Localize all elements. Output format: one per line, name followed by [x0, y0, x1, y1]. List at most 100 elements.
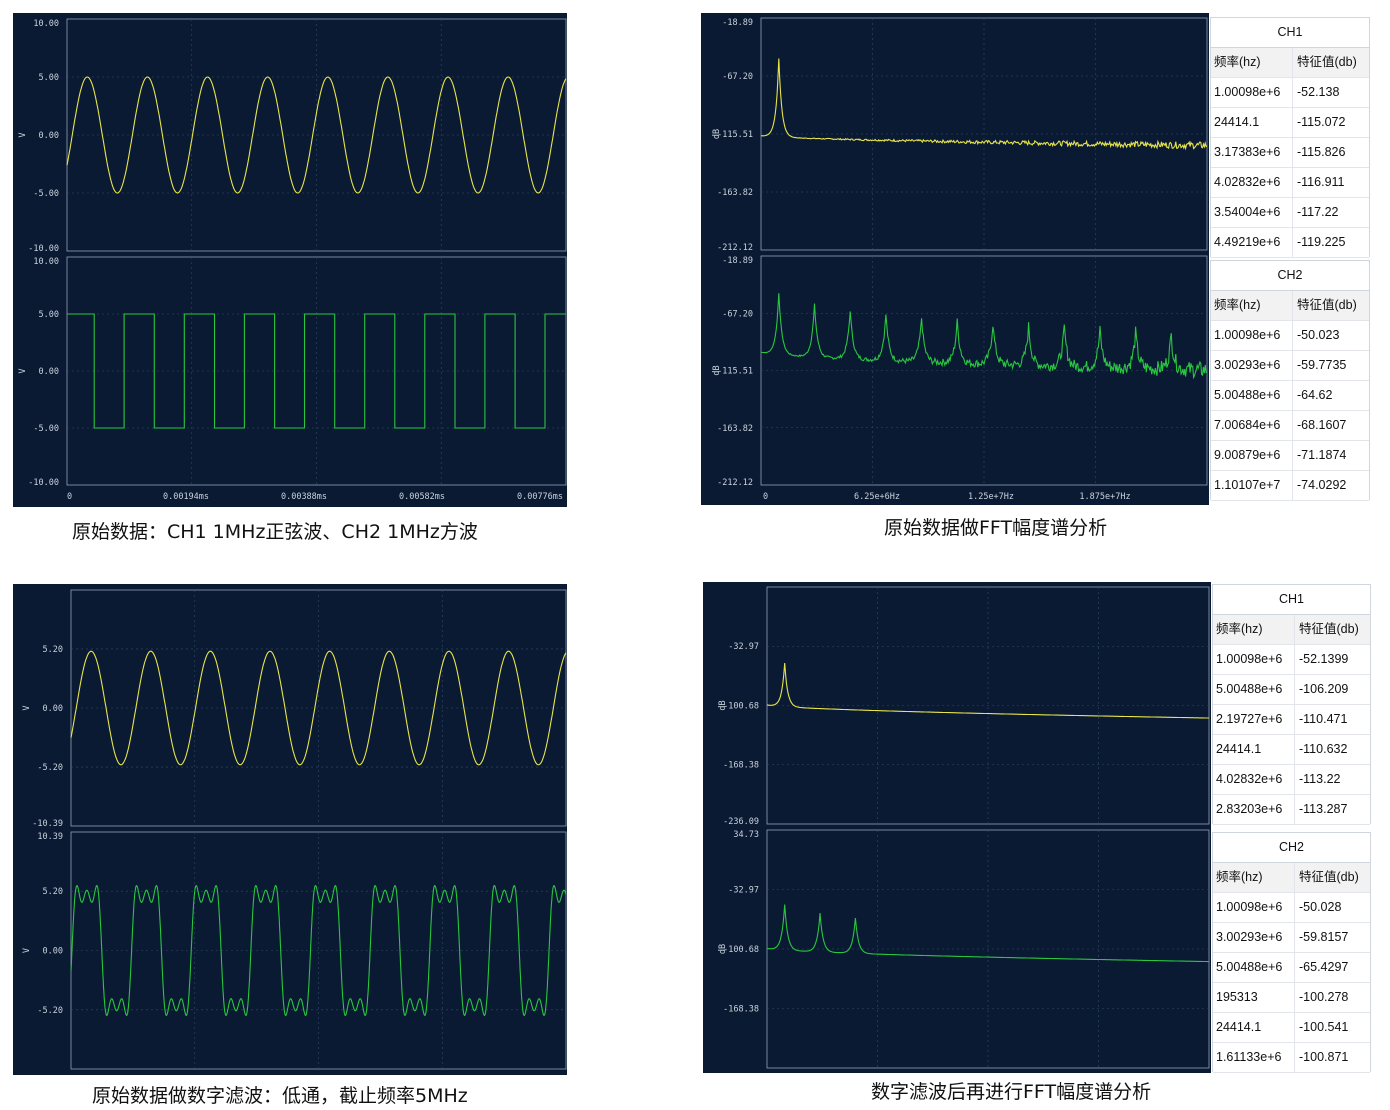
value-cell: -110.632 [1299, 742, 1348, 756]
table-row: 3.00293e+6 -59.7735 [1211, 351, 1369, 381]
table-row: 3.00293e+6 -59.8157 [1213, 923, 1370, 953]
table-row: 1.61133e+6 -100.871 [1213, 1043, 1370, 1073]
freq-cell: 1.00098e+6 [1211, 321, 1293, 350]
col-freq-header: 频率(hz) [1211, 291, 1293, 320]
y-tick-label: -163.82 [717, 424, 753, 434]
y-axis-label: dB [718, 700, 728, 710]
col-freq-header: 频率(hz) [1211, 48, 1293, 77]
table-row: 9.00879e+6 -71.1874 [1211, 441, 1369, 471]
y-tick-label: -32.97 [728, 885, 759, 895]
freq-cell: 4.02832e+6 [1211, 168, 1293, 197]
freq-cell: 1.61133e+6 [1213, 1043, 1295, 1072]
freq-cell: 2.83203e+6 [1213, 795, 1295, 824]
time-filtered-plot: 5.20 0.00 -5.20 -10.39 V 10.39 5.20 0.00 -5.20 V [13, 584, 567, 1075]
y-tick-label: 5.00 [39, 73, 59, 83]
y-tick-label: 5.20 [43, 887, 63, 897]
table-header: 频率(hz) 特征值(db) [1211, 48, 1369, 78]
y-tick-label: 0.00 [43, 704, 63, 714]
fft-raw-svg: -18.89 -67.20 -115.51 -163.82 -212.12 dB -18.8… [712, 17, 1208, 502]
x-tick-label: 0.00582ms [399, 492, 445, 502]
value-cell: -115.826 [1297, 145, 1346, 159]
freq-cell: 195313 [1213, 983, 1295, 1012]
x-tick-label: 1.25e+7Hz [968, 492, 1014, 502]
x-tick-label: 0.00194ms [163, 492, 209, 502]
y-tick-label: -168.38 [723, 1004, 759, 1014]
y-tick-label: -10.00 [28, 478, 59, 488]
peak-table-filtered-ch1: CH1 频率(hz) 特征值(db) 1.00098e+6 -52.1399 5.0… [1212, 584, 1371, 825]
x-tick-label: 6.25e+6Hz [854, 492, 900, 502]
value-cell: -64.62 [1297, 388, 1333, 402]
table-row: 1.00098e+6 -52.138 [1211, 78, 1369, 108]
ch1-series-line [760, 58, 1208, 151]
value-cell: -52.1399 [1299, 652, 1349, 666]
freq-cell: 5.00488e+6 [1213, 675, 1295, 704]
y-tick-label: -236.09 [723, 817, 759, 827]
freq-cell: 3.17383e+6 [1211, 138, 1293, 167]
time-raw-svg: 10.00 5.00 0.00 -5.00 -10.00 V 10.00 5.00 0.00 -5… [18, 18, 567, 502]
value-cell: -117.22 [1297, 205, 1339, 219]
value-cell: -115.072 [1297, 115, 1346, 129]
table-row: 3.54004e+6 -117.22 [1211, 198, 1369, 228]
table-title: CH2 [1213, 833, 1370, 863]
value-cell: -52.138 [1297, 85, 1340, 99]
y-axis-label: dB [718, 944, 728, 954]
x-tick-label: 0.00388ms [281, 492, 327, 502]
fft-filtered-plot: -32.97 -100.68 -168.38 -236.09 dB 34.73 -32.97… [703, 582, 1211, 1073]
table-title: CH2 [1211, 261, 1369, 291]
value-cell: -68.1607 [1297, 418, 1347, 432]
col-value-header: 特征值(db) [1299, 870, 1359, 884]
y-tick-label: -100.68 [723, 945, 759, 955]
freq-cell: 2.19727e+6 [1213, 705, 1295, 734]
y-tick-label: -32.97 [728, 642, 759, 652]
col-freq-header: 频率(hz) [1213, 863, 1295, 892]
value-cell: -65.4297 [1299, 960, 1349, 974]
y-tick-label: -212.12 [717, 243, 753, 253]
time-filtered-svg: 5.20 0.00 -5.20 -10.39 V 10.39 5.20 0.00 -5.20 V [22, 589, 567, 1070]
table-row: 24414.1 -100.541 [1213, 1013, 1370, 1043]
table-row: 1.00098e+6 -50.028 [1213, 893, 1370, 923]
freq-cell: 24414.1 [1211, 108, 1293, 137]
col-value-header: 特征值(db) [1299, 622, 1359, 636]
value-cell: -71.1874 [1297, 448, 1347, 462]
y-tick-label: 5.20 [43, 645, 63, 655]
y-tick-label: 0.00 [39, 131, 59, 141]
table-row: 1.00098e+6 -52.1399 [1213, 645, 1370, 675]
y-axis-label: V [22, 948, 32, 953]
caption-fft-raw: 原始数据做FFT幅度谱分析 [884, 517, 1108, 539]
x-tick-label: 0.00776ms [517, 492, 563, 502]
freq-cell: 3.00293e+6 [1213, 923, 1295, 952]
fft-raw-plot: -18.89 -67.20 -115.51 -163.82 -212.12 dB -18.8… [701, 13, 1209, 505]
time-raw-plot: 10.00 5.00 0.00 -5.00 -10.00 V 10.00 5.00 0.00 -5… [13, 13, 567, 507]
y-tick-label: -67.20 [722, 309, 753, 319]
value-cell: -106.209 [1299, 682, 1349, 696]
freq-cell: 24414.1 [1213, 735, 1295, 764]
y-tick-label: -5.20 [37, 763, 63, 773]
x-tick-label: 1.875e+7Hz [1079, 492, 1130, 502]
table-row: 3.17383e+6 -115.826 [1211, 138, 1369, 168]
table-row: 4.02832e+6 -116.911 [1211, 168, 1369, 198]
y-tick-label: -100.68 [723, 702, 759, 712]
y-tick-label: -18.89 [722, 256, 753, 266]
y-tick-label: -18.89 [722, 18, 753, 28]
freq-cell: 7.00684e+6 [1211, 411, 1293, 440]
caption-time-filtered: 原始数据做数字滤波：低通，截止频率5MHz [92, 1085, 468, 1107]
value-cell: -59.7735 [1297, 358, 1347, 372]
table-row: 5.00488e+6 -106.209 [1213, 675, 1370, 705]
freq-cell: 3.54004e+6 [1211, 198, 1293, 227]
value-cell: -116.911 [1297, 175, 1345, 189]
value-cell: -113.287 [1299, 802, 1348, 816]
value-cell: -74.0292 [1297, 478, 1347, 492]
freq-cell: 5.00488e+6 [1211, 381, 1293, 410]
table-header: 频率(hz) 特征值(db) [1211, 291, 1369, 321]
freq-cell: 1.00098e+6 [1211, 78, 1293, 107]
y-tick-label: -5.00 [33, 189, 59, 199]
x-tick-label: 0 [67, 492, 72, 502]
freq-cell: 1.10107e+7 [1211, 471, 1293, 500]
freq-cell: 4.49219e+6 [1211, 228, 1293, 257]
value-cell: -50.028 [1299, 900, 1342, 914]
ch2-series-line [760, 293, 1208, 380]
col-value-header: 特征值(db) [1297, 298, 1357, 312]
table-row: 2.19727e+6 -110.471 [1213, 705, 1370, 735]
freq-cell: 9.00879e+6 [1211, 441, 1293, 470]
table-row: 5.00488e+6 -64.62 [1211, 381, 1369, 411]
